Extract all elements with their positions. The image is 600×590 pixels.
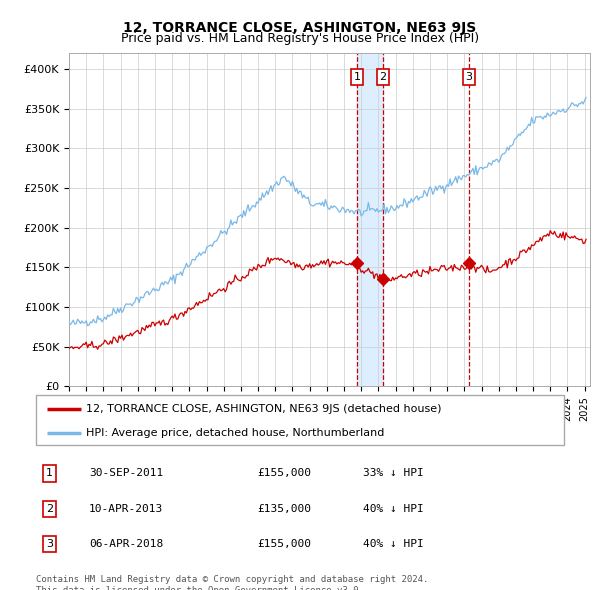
Text: 1: 1 — [353, 72, 361, 82]
Text: Contains HM Land Registry data © Crown copyright and database right 2024.
This d: Contains HM Land Registry data © Crown c… — [36, 575, 428, 590]
Text: 2: 2 — [46, 504, 53, 514]
Bar — [357, 53, 383, 386]
Text: 33% ↓ HPI: 33% ↓ HPI — [364, 468, 424, 478]
Text: 10-APR-2013: 10-APR-2013 — [89, 504, 163, 514]
Text: 1: 1 — [46, 468, 53, 478]
Text: 40% ↓ HPI: 40% ↓ HPI — [364, 504, 424, 514]
Text: £135,000: £135,000 — [258, 504, 312, 514]
Text: 30-SEP-2011: 30-SEP-2011 — [89, 468, 163, 478]
Text: Price paid vs. HM Land Registry's House Price Index (HPI): Price paid vs. HM Land Registry's House … — [121, 32, 479, 45]
Text: 40% ↓ HPI: 40% ↓ HPI — [364, 539, 424, 549]
Text: £155,000: £155,000 — [258, 468, 312, 478]
Text: 06-APR-2018: 06-APR-2018 — [89, 539, 163, 549]
Text: 12, TORRANCE CLOSE, ASHINGTON, NE63 9JS (detached house): 12, TORRANCE CLOSE, ASHINGTON, NE63 9JS … — [86, 404, 442, 414]
Text: HPI: Average price, detached house, Northumberland: HPI: Average price, detached house, Nort… — [86, 428, 385, 438]
Text: 12, TORRANCE CLOSE, ASHINGTON, NE63 9JS: 12, TORRANCE CLOSE, ASHINGTON, NE63 9JS — [124, 21, 476, 35]
Text: £155,000: £155,000 — [258, 539, 312, 549]
Text: 3: 3 — [465, 72, 472, 82]
Text: 2: 2 — [379, 72, 386, 82]
Text: 3: 3 — [46, 539, 53, 549]
